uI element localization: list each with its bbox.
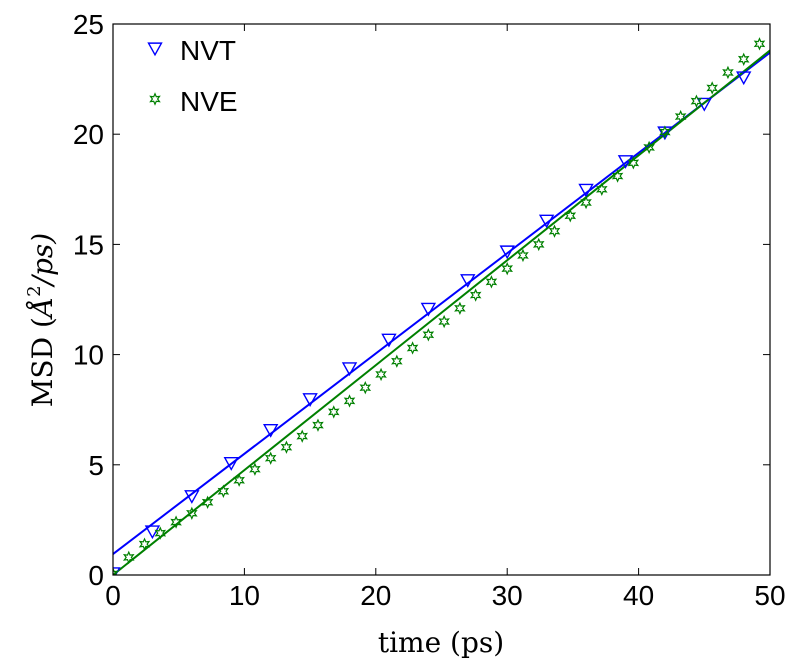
data-point-nvt [184, 490, 200, 504]
x-tick-label: 50 [754, 580, 785, 611]
data-point-nvt [381, 333, 397, 348]
data-point-nve [391, 354, 403, 368]
x-tick-label: 10 [229, 580, 260, 611]
data-point-nve [469, 288, 482, 302]
axes: 0 10 20 30 40 50 0 5 10 15 20 25 [73, 9, 786, 611]
x-tick-label: 20 [360, 580, 391, 611]
series-nvt [113, 71, 752, 575]
data-point-nve [201, 495, 214, 509]
data-point-nve [186, 506, 198, 520]
data-point-nve [611, 169, 624, 183]
data-point-nvt [736, 71, 752, 86]
data-point-nve [113, 567, 119, 575]
data-point-nve [280, 440, 293, 454]
series-nve [113, 37, 766, 575]
data-point-nve [627, 156, 640, 170]
legend: NVT NVE [147, 35, 238, 117]
legend-entry-nvt: NVT [147, 35, 236, 66]
y-axis-label-symbol: Å [26, 297, 59, 320]
plot-frame [112, 23, 771, 576]
data-point-nve [564, 209, 577, 223]
y-tick-label: 0 [88, 560, 104, 591]
legend-label: NVE [180, 86, 238, 117]
data-point-nve [249, 462, 261, 476]
data-point-nvt [499, 245, 515, 260]
data-point-nve [753, 37, 766, 51]
data-point-nve [343, 394, 356, 408]
data-point-nve [296, 429, 309, 443]
x-axis-label: time (ps) [378, 626, 504, 659]
plot-area [113, 37, 770, 575]
y-axis-label: MSD (Å2/ps) [24, 233, 59, 407]
data-point-nve [264, 451, 277, 465]
data-point-nve [548, 224, 561, 238]
data-point-nve [580, 195, 592, 210]
data-point-nve [674, 109, 687, 124]
y-tick-label: 20 [73, 119, 104, 150]
data-point-nve [532, 237, 545, 252]
y-tick-label: 15 [73, 229, 104, 260]
data-point-nvt [302, 393, 318, 407]
y-axis-label-prefix: MSD ( [26, 317, 59, 407]
y-axis-label-suffix: /ps) [26, 233, 59, 289]
legend-marker-nvt [147, 42, 163, 57]
data-point-nve [359, 380, 372, 395]
data-point-nve [154, 526, 167, 540]
data-point-nve [643, 140, 655, 155]
data-point-nve [596, 182, 608, 196]
data-point-nve [454, 301, 466, 316]
y-axis-label-power: 2 [24, 285, 45, 296]
fit-line-nve [113, 49, 770, 575]
data-point-nve [375, 367, 387, 382]
data-point-nve [138, 537, 151, 551]
y-tick-label: 5 [88, 450, 104, 481]
legend-label: NVT [180, 35, 236, 66]
data-point-nve [312, 418, 324, 432]
data-point-nve [722, 65, 734, 80]
data-point-nve [217, 484, 230, 498]
x-tick-label: 0 [105, 580, 121, 611]
data-point-nve [233, 473, 245, 487]
data-point-nve [690, 94, 703, 108]
data-point-nve [659, 125, 671, 139]
data-point-nvt [262, 423, 279, 438]
data-point-nvt [578, 183, 594, 198]
data-point-nve [170, 515, 182, 529]
data-point-nvt [538, 214, 555, 229]
legend-entry-nve: NVE [149, 86, 238, 117]
data-point-nve [737, 52, 750, 66]
data-point-nvt [144, 525, 161, 540]
y-tick-label: 25 [73, 9, 104, 40]
legend-marker-nve [149, 92, 161, 106]
x-tick-label: 40 [623, 580, 654, 611]
data-point-nve [501, 261, 513, 276]
data-point-nvt [460, 274, 476, 288]
data-point-nve [122, 550, 135, 565]
data-point-nvt [341, 362, 358, 377]
data-point-nve [485, 275, 498, 289]
fit-line-nvt [113, 51, 770, 555]
y-tick-label: 10 [73, 340, 104, 371]
x-tick-label: 30 [492, 580, 523, 611]
data-point-nvt [223, 457, 239, 471]
data-point-nvt [617, 155, 634, 169]
data-point-nvt [420, 302, 437, 317]
data-point-nve [327, 405, 340, 419]
data-point-nve [406, 341, 419, 355]
data-point-nve [438, 314, 450, 329]
data-point-nve [422, 328, 435, 342]
data-point-nve [517, 248, 529, 263]
data-point-nve [706, 81, 718, 95]
